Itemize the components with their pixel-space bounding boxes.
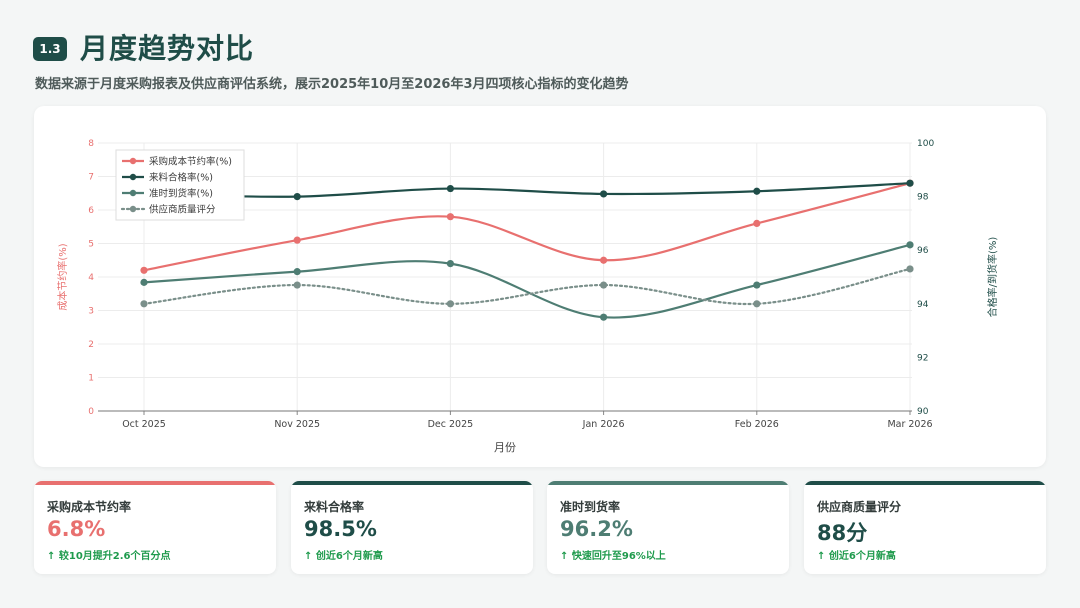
x-tick-label: Jan 2026 [582, 419, 625, 430]
series-point-0 [293, 236, 301, 244]
kpi-label: 准时到货率 [560, 500, 621, 514]
right-tick-label: 100 [917, 139, 934, 149]
series-point-3 [446, 300, 454, 308]
left-tick-label: 7 [88, 173, 94, 183]
x-tick-label: Feb 2026 [735, 419, 779, 430]
kpi-accent-bar [34, 481, 276, 485]
section-badge: 1.3 [33, 37, 67, 61]
series-point-1 [293, 193, 301, 201]
right-tick-label: 96 [917, 246, 929, 256]
left-tick-label: 2 [88, 340, 94, 350]
series-layer [140, 179, 914, 321]
right-tick-label: 98 [917, 193, 929, 203]
kpi-label: 采购成本节约率 [47, 500, 132, 514]
left-tick-label: 1 [88, 374, 94, 384]
left-tick-label: 3 [88, 307, 94, 317]
series-line-2 [143, 243, 911, 319]
series-point-0 [446, 213, 454, 221]
series-point-3 [753, 300, 761, 308]
series-point-0 [140, 266, 148, 274]
x-tick-label: Oct 2025 [122, 419, 166, 430]
right-tick-label: 90 [917, 407, 929, 417]
series-line-0 [143, 182, 911, 272]
series-point-3 [600, 281, 608, 289]
kpi-accent-bar [547, 481, 789, 485]
legend: 采购成本节约率(%) 来料合格率(%) 准时到货率(%) 供应商质量评分 [115, 149, 245, 221]
series-point-2 [600, 313, 608, 321]
series-point-1 [446, 184, 454, 193]
legend-marker-3 [129, 205, 137, 213]
legend-marker-0 [129, 157, 137, 165]
series-point-2 [140, 278, 148, 286]
page-subtitle: 数据来源于月度采购报表及供应商评估系统，展示2025年10月至2026年3月四项… [35, 77, 629, 92]
x-axis-title: 月份 [494, 441, 516, 454]
legend-label-3: 供应商质量评分 [149, 204, 216, 216]
series-point-2 [753, 281, 761, 289]
x-tick-label: Dec 2025 [428, 419, 474, 430]
right-axis-title: 合格率/到货率(%) [986, 237, 999, 318]
series-point-0 [753, 219, 761, 227]
legend-label-2: 准时到货率(%) [149, 188, 213, 200]
kpi-note: ↑ 快速回升至96%以上 [560, 551, 666, 562]
page-title: 月度趋势对比 [80, 32, 255, 65]
kpi-value: 6.8% [47, 517, 106, 541]
kpi-label: 供应商质量评分 [817, 500, 902, 514]
kpi-note: ↑ 创近6个月新高 [304, 551, 383, 562]
legend-marker-1 [129, 173, 137, 181]
left-axis-title: 成本节约率(%) [56, 243, 69, 310]
left-tick-label: 0 [88, 407, 94, 417]
series-point-1 [753, 187, 761, 195]
series-point-3 [293, 281, 301, 289]
kpi-value: 96.2% [560, 517, 633, 541]
series-point-1 [600, 190, 608, 198]
x-tick-label: Mar 2026 [887, 419, 932, 430]
kpi-note: ↑ 较10月提升2.6个百分点 [47, 551, 171, 562]
left-tick-label: 6 [88, 206, 94, 216]
kpi-card-pass-rate: 来料合格率 98.5% ↑ 创近6个月新高 [291, 481, 533, 574]
series-line-1 [143, 182, 911, 198]
legend-label-1: 来料合格率(%) [149, 172, 213, 184]
series-point-3 [140, 300, 148, 308]
legend-marker-2 [129, 189, 137, 197]
x-tick-label: Nov 2025 [274, 419, 320, 430]
kpi-accent-bar [291, 481, 533, 485]
series-point-2 [906, 241, 914, 249]
chart-card: 0 1 2 3 4 5 6 7 8 90 92 94 96 98 100 Oct 2025 Nov 2025 De… [34, 106, 1046, 467]
kpi-value: 88分 [817, 521, 868, 545]
trend-chart: 0 1 2 3 4 5 6 7 8 90 92 94 96 98 100 Oct 2025 Nov 2025 De… [56, 139, 999, 454]
kpi-accent-bar [804, 481, 1046, 485]
legend-label-0: 采购成本节约率(%) [149, 156, 232, 168]
series-point-2 [446, 260, 454, 268]
series-point-1 [906, 179, 914, 187]
left-tick-label: 8 [88, 139, 94, 149]
axis-layer: 0 1 2 3 4 5 6 7 8 90 92 94 96 98 100 Oct 2025 Nov 2025 De… [56, 139, 999, 454]
left-tick-label: 5 [88, 240, 94, 250]
kpi-card-supplier-score: 供应商质量评分 88分 ↑ 创近6个月新高 [804, 481, 1046, 574]
right-tick-label: 92 [917, 353, 928, 363]
kpi-card-on-time: 准时到货率 96.2% ↑ 快速回升至96%以上 [547, 481, 789, 574]
kpi-label: 来料合格率 [304, 500, 365, 514]
kpi-card-cost-saving: 采购成本节约率 6.8% ↑ 较10月提升2.6个百分点 [34, 481, 276, 574]
left-tick-label: 4 [88, 273, 94, 283]
series-point-2 [293, 268, 301, 276]
kpi-value: 98.5% [304, 517, 377, 541]
series-point-0 [600, 256, 608, 264]
kpi-note: ↑ 创近6个月新高 [817, 551, 896, 562]
series-point-3 [906, 265, 914, 273]
right-tick-label: 94 [917, 300, 929, 310]
series-line-3 [142, 267, 912, 306]
